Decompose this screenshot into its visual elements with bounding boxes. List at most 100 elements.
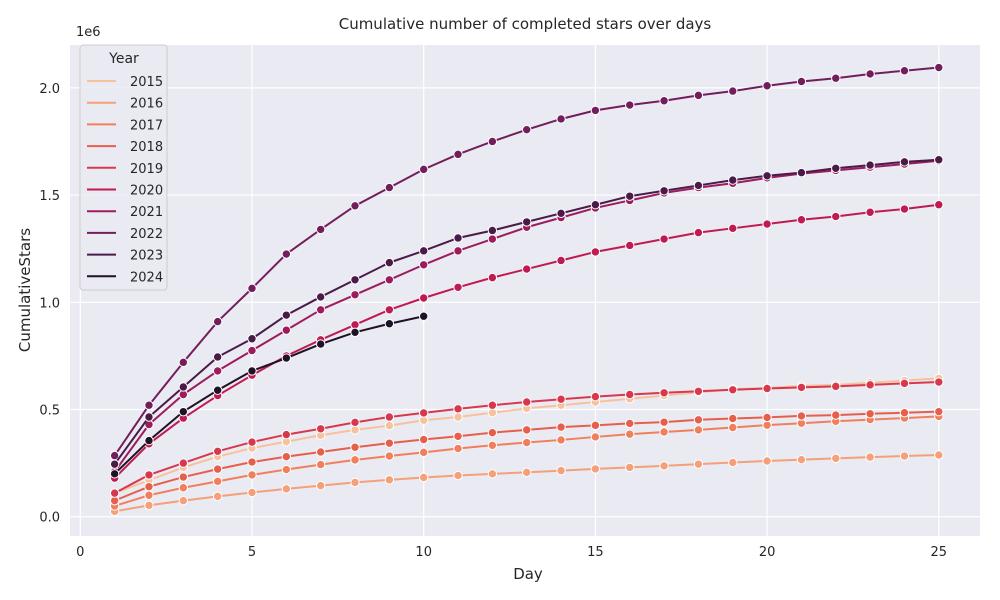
data-point (212, 446, 223, 457)
data-point (865, 207, 875, 217)
data-point (831, 163, 841, 173)
data-point (315, 305, 326, 315)
data-point (865, 409, 875, 419)
data-point (281, 484, 292, 494)
data-point (350, 327, 360, 338)
data-point (659, 96, 669, 106)
data-point (315, 292, 326, 302)
data-point (728, 422, 738, 433)
series-layer (109, 62, 944, 517)
data-point (281, 310, 292, 320)
data-point (315, 224, 326, 235)
x-tick-label: 15 (587, 545, 604, 560)
data-point (384, 319, 395, 329)
series-2022 (109, 62, 944, 461)
data-point (247, 457, 257, 467)
data-point (178, 458, 189, 468)
legend-label: 2016 (130, 97, 163, 112)
grid (70, 45, 980, 536)
data-point (178, 472, 189, 482)
y-tick-label: 0.0 (39, 511, 60, 526)
data-point (522, 217, 532, 227)
data-point (384, 412, 395, 422)
data-point (487, 136, 498, 147)
data-point (625, 418, 635, 429)
data-point (144, 412, 154, 422)
y-tick-label: 0.5 (39, 403, 60, 418)
data-point (487, 225, 498, 236)
data-point (212, 366, 223, 376)
data-point (453, 412, 463, 422)
data-point (934, 155, 944, 165)
data-point (281, 464, 292, 475)
data-point (247, 470, 257, 480)
data-point (693, 180, 704, 191)
data-point (625, 240, 635, 251)
x-tick-label: 0 (76, 545, 84, 560)
data-point (728, 457, 738, 468)
data-point (109, 459, 120, 469)
data-point (384, 420, 395, 431)
data-point (865, 380, 875, 390)
data-point (693, 459, 704, 469)
data-point (281, 429, 292, 440)
data-point (796, 454, 807, 465)
data-point (453, 149, 463, 160)
data-point (831, 410, 841, 420)
data-point (384, 275, 395, 285)
data-point (384, 451, 395, 461)
data-point (934, 200, 944, 210)
data-point (556, 465, 566, 476)
data-point (212, 491, 223, 502)
data-point (247, 283, 257, 294)
data-point (590, 432, 601, 442)
data-point (659, 234, 669, 244)
data-point (728, 413, 738, 424)
data-point (728, 223, 738, 234)
data-point (315, 447, 326, 457)
data-point (487, 469, 498, 479)
data-point (487, 427, 498, 438)
data-point (762, 412, 772, 423)
data-point (693, 415, 704, 425)
data-point (522, 467, 532, 478)
data-point (144, 435, 154, 446)
data-point (556, 114, 566, 124)
data-point (281, 325, 292, 335)
data-point (384, 257, 395, 268)
data-point (522, 264, 532, 274)
x-tick-label: 5 (248, 545, 256, 560)
data-point (659, 186, 669, 196)
series-2019 (109, 377, 944, 498)
data-point (522, 425, 532, 435)
data-point (831, 381, 841, 392)
data-point (418, 472, 429, 483)
chart-title: Cumulative number of completed stars ove… (339, 15, 712, 33)
series-2023 (109, 155, 944, 469)
data-point (247, 334, 257, 344)
legend-label: 2020 (130, 184, 163, 199)
data-point (728, 86, 738, 96)
data-point (762, 456, 772, 466)
data-point (212, 476, 223, 487)
legend: Year 2015 2016 2017 2018 2019 2020 2021 2022 202… (79, 44, 168, 291)
data-point (556, 255, 566, 266)
data-point (350, 275, 360, 285)
data-point (590, 200, 601, 210)
data-point (934, 450, 944, 460)
data-point (384, 475, 395, 485)
legend-label: 2021 (130, 205, 163, 220)
data-point (247, 345, 257, 356)
data-point (418, 246, 429, 256)
data-point (315, 339, 326, 349)
data-point (109, 488, 120, 498)
data-point (487, 234, 498, 244)
y-tick-label: 2.0 (39, 82, 60, 97)
data-point (418, 260, 429, 270)
data-point (144, 481, 154, 492)
data-point (453, 443, 463, 454)
data-point (384, 305, 395, 315)
data-point (315, 480, 326, 491)
data-point (934, 406, 944, 417)
data-point (144, 500, 154, 511)
